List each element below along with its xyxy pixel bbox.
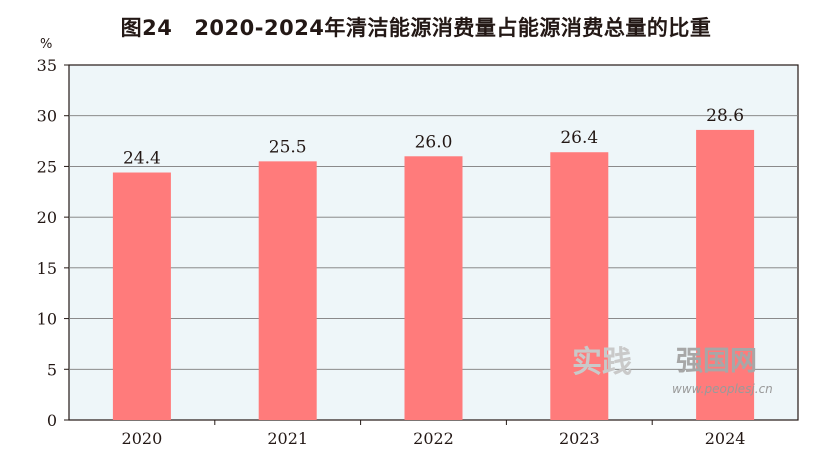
- data-label-2023: 26.4: [560, 128, 598, 148]
- x-tick-label-2024: 2024: [705, 429, 746, 448]
- y-tick-label: 10: [37, 310, 57, 329]
- y-tick-label: 0: [47, 411, 57, 430]
- bar-2024: [696, 129, 755, 420]
- figure-title: 2020-2024年清洁能源消费量占能源消费总量的比重: [194, 16, 712, 40]
- y-axis-unit: %: [40, 37, 52, 52]
- y-tick-label: 30: [37, 107, 57, 126]
- x-axis-ticks: 2020 2021 2022 2023 2024: [122, 420, 746, 448]
- data-labels: 24.4 25.5 26.0 26.4 28.6: [123, 106, 744, 169]
- data-label-2020: 24.4: [123, 149, 161, 169]
- bar-2023: [550, 152, 609, 420]
- figure-number: 图24: [120, 16, 173, 40]
- bars: [112, 129, 755, 421]
- bar-2022: [404, 156, 463, 421]
- y-tick-label: 25: [37, 157, 57, 176]
- y-tick-label: 15: [37, 259, 57, 278]
- bar-2020: [112, 172, 171, 420]
- y-tick-label: 5: [47, 360, 57, 379]
- x-tick-label-2022: 2022: [413, 429, 454, 448]
- y-tick-label: 35: [37, 56, 57, 75]
- x-tick-label-2021: 2021: [267, 429, 308, 448]
- y-tick-label: 20: [37, 208, 57, 227]
- x-tick-label-2020: 2020: [122, 429, 163, 448]
- y-axis-ticks: 0 5 10 15 20 25 30 35: [37, 56, 69, 430]
- data-label-2024: 28.6: [706, 106, 744, 126]
- data-label-2021: 25.5: [269, 137, 307, 157]
- x-tick-label-2023: 2023: [559, 429, 600, 448]
- bar-2021: [258, 161, 317, 420]
- data-label-2022: 26.0: [415, 132, 453, 152]
- chart-title: 图24 2020-2024年清洁能源消费量占能源消费总量的比重: [0, 12, 832, 42]
